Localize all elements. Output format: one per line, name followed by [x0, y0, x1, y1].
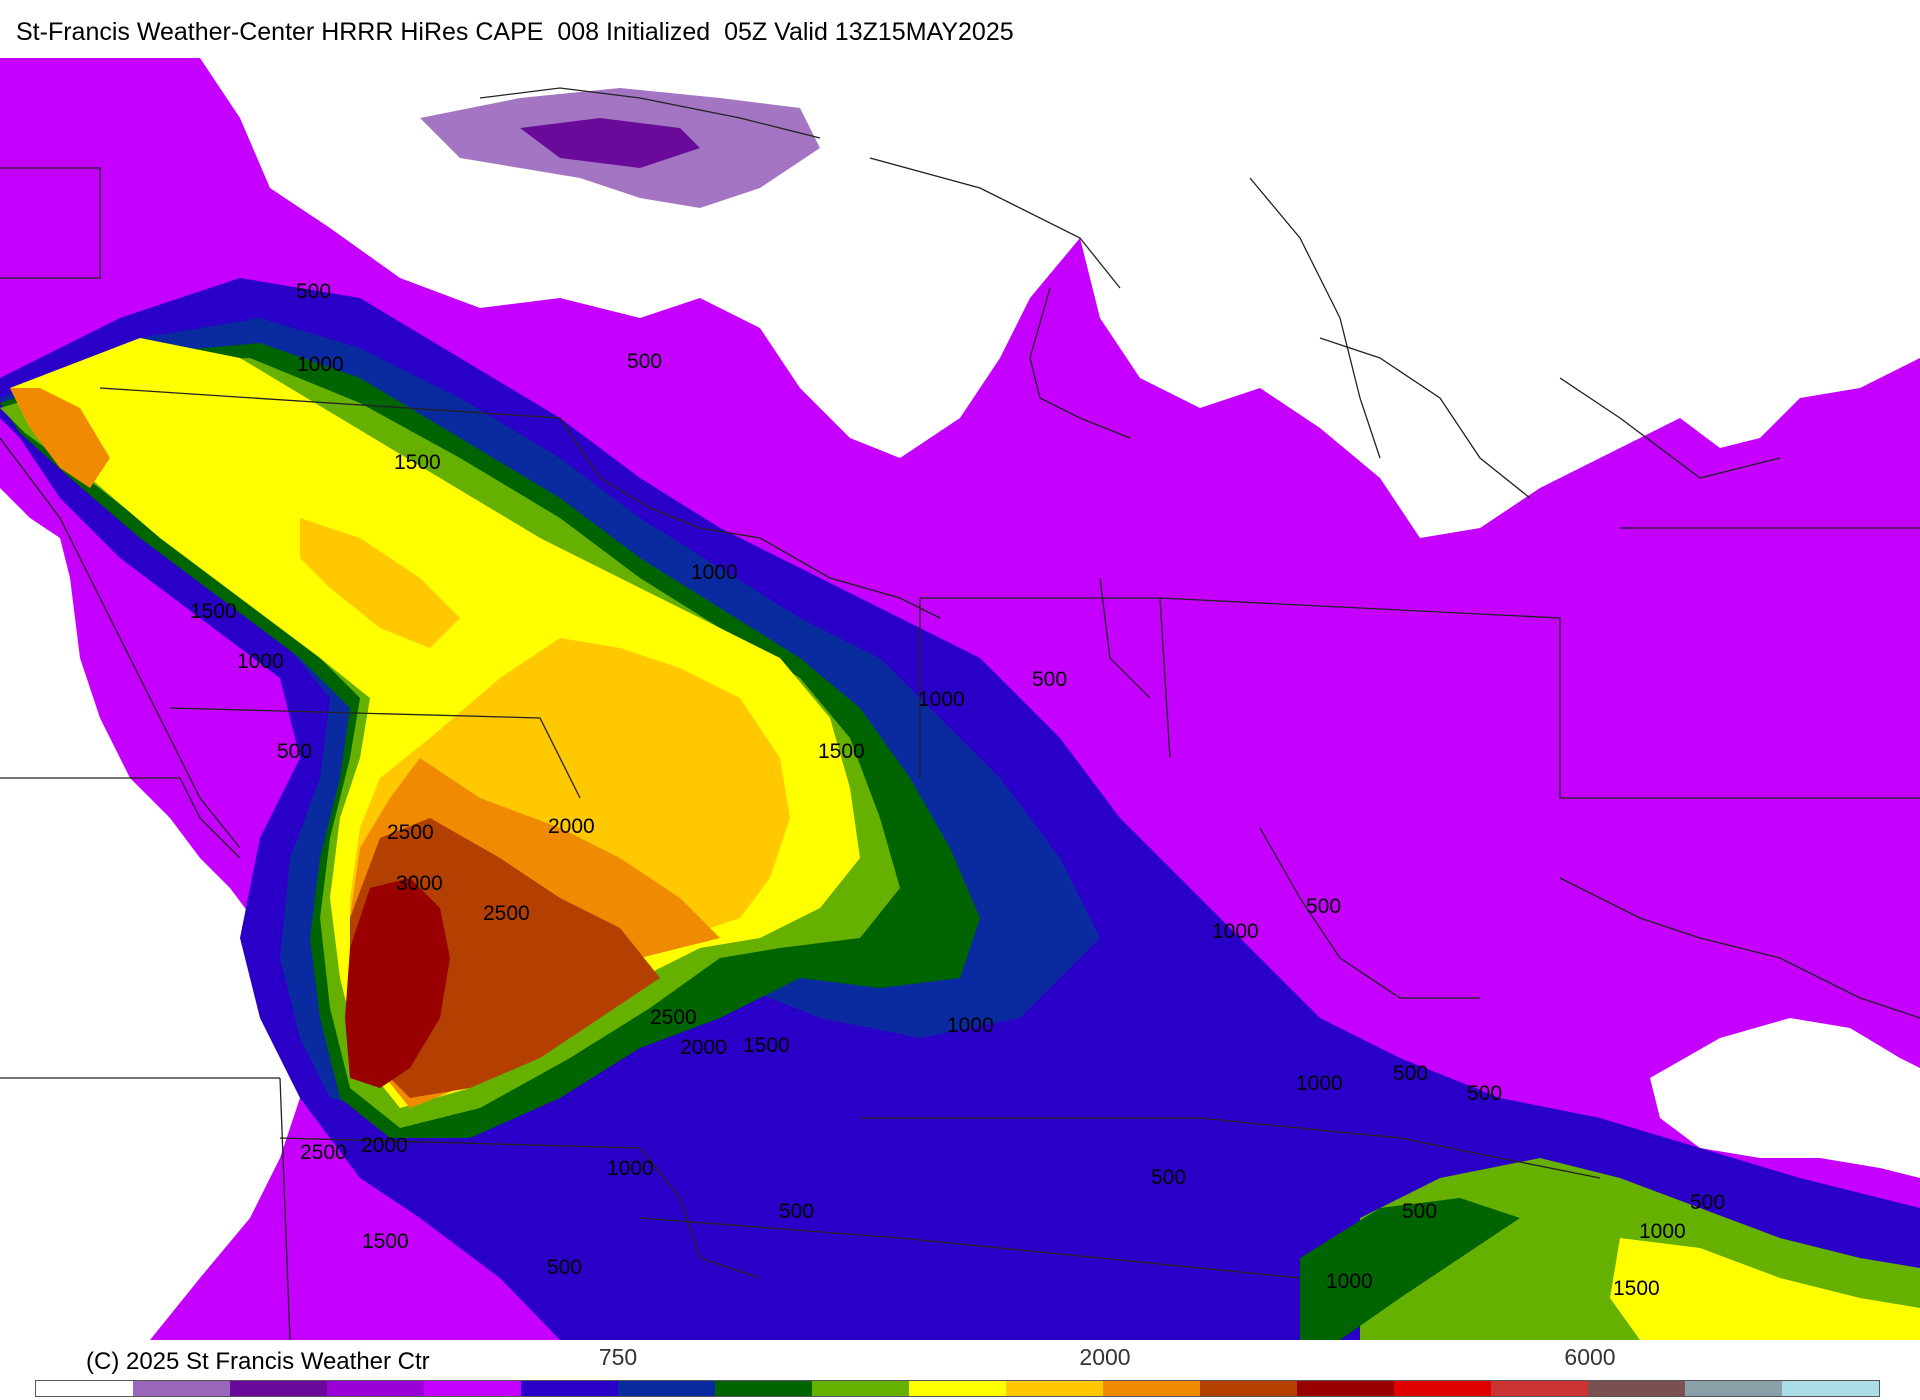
colorbar-swatch: [133, 1381, 230, 1396]
colorbar-swatch: [909, 1381, 1006, 1396]
contour-label: 2000: [361, 1134, 408, 1157]
contour-label: 500: [1402, 1200, 1437, 1223]
contour-label: 2500: [650, 1006, 697, 1029]
cape-orange-nw: [10, 388, 110, 488]
contour-label: 1000: [1296, 1072, 1343, 1095]
colorbar-swatch: [36, 1381, 133, 1396]
contour-label: 500: [1306, 895, 1341, 918]
contour-label: 1500: [190, 600, 237, 623]
colorbar-swatch: [1685, 1381, 1782, 1396]
colorbar-swatch: [1103, 1381, 1200, 1396]
cape-yellow-se: [1610, 1238, 1920, 1340]
contour-label: 1000: [691, 561, 738, 584]
contour-label: 1000: [1326, 1270, 1373, 1293]
colorbar-swatch: [424, 1381, 521, 1396]
contour-label: 2500: [300, 1141, 347, 1164]
colorbar-swatch: [1200, 1381, 1297, 1396]
contour-label: 500: [1467, 1082, 1502, 1105]
cape-zero-east: [1650, 1018, 1920, 1178]
colorbar-swatch: [715, 1381, 812, 1396]
colorbar-swatch: [327, 1381, 424, 1396]
cape-darkred-core: [345, 878, 450, 1088]
contour-label: 1500: [394, 451, 441, 474]
colorbar-swatch: [1297, 1381, 1394, 1396]
contour-label: 500: [1690, 1191, 1725, 1214]
contour-label: 1500: [362, 1230, 409, 1253]
contour-label: 2000: [680, 1036, 727, 1059]
contour-label: 500: [296, 280, 331, 303]
contour-label: 500: [1032, 668, 1067, 691]
colorbar-tick-label: 750: [598, 1344, 638, 1370]
contour-label: 1000: [297, 353, 344, 376]
contour-label: 500: [277, 740, 312, 763]
contour-label: 1000: [947, 1014, 994, 1037]
cape-dkgreen-se: [1300, 1198, 1520, 1340]
contour-label: 1000: [918, 688, 965, 711]
cape-map: 500 1000 500 1500 1000 1500 1000 500 500…: [0, 58, 1920, 1340]
contour-label: 1000: [607, 1157, 654, 1180]
colorbar-swatch: [1006, 1381, 1103, 1396]
cape-zero-west: [0, 488, 310, 1340]
cape-gold-nw: [300, 518, 460, 648]
contour-label: 500: [547, 1256, 582, 1279]
contour-label: 1500: [1613, 1277, 1660, 1300]
contour-label: 500: [627, 350, 662, 373]
contour-label: 3000: [396, 872, 443, 895]
contour-label: 500: [1151, 1166, 1186, 1189]
colorbar-swatch: [1782, 1381, 1879, 1396]
cape-purple-patch: [520, 118, 700, 168]
contour-label: 2500: [387, 821, 434, 844]
contour-label: 2500: [483, 902, 530, 925]
contour-label: 1500: [818, 740, 865, 763]
colorbar-tick-label: 6000: [1564, 1344, 1616, 1370]
colorbar-swatch: [1588, 1381, 1685, 1396]
colorbar-tick-labels: 750 2000 6000: [0, 1344, 1920, 1374]
map-title: St-Francis Weather-Center HRRR HiRes CAP…: [16, 18, 1014, 46]
colorbar-swatch: [521, 1381, 618, 1396]
colorbar-tick-label: 2000: [1079, 1344, 1131, 1370]
copyright-notice: (C) 2025 St Francis Weather Ctr: [86, 1348, 430, 1375]
boundary-lines: [0, 87, 1920, 1340]
cape-zero-north: [0, 58, 1920, 538]
contour-label: 1000: [1639, 1220, 1686, 1243]
contour-labels: 500 1000 500 1500 1000 1500 1000 500 500…: [190, 280, 1725, 1300]
colorbar-swatch: [1394, 1381, 1491, 1396]
contour-label: 500: [1393, 1062, 1428, 1085]
colorbar: [35, 1380, 1880, 1397]
colorbar-swatch: [812, 1381, 909, 1396]
contour-label: 1000: [1212, 920, 1259, 943]
contour-label: 500: [779, 1200, 814, 1223]
colorbar-swatch: [1491, 1381, 1588, 1396]
colorbar-swatch: [618, 1381, 715, 1396]
contour-label: 1000: [237, 650, 284, 673]
contour-label: 1500: [743, 1034, 790, 1057]
contour-label: 2000: [548, 815, 595, 838]
colorbar-swatch: [230, 1381, 327, 1396]
